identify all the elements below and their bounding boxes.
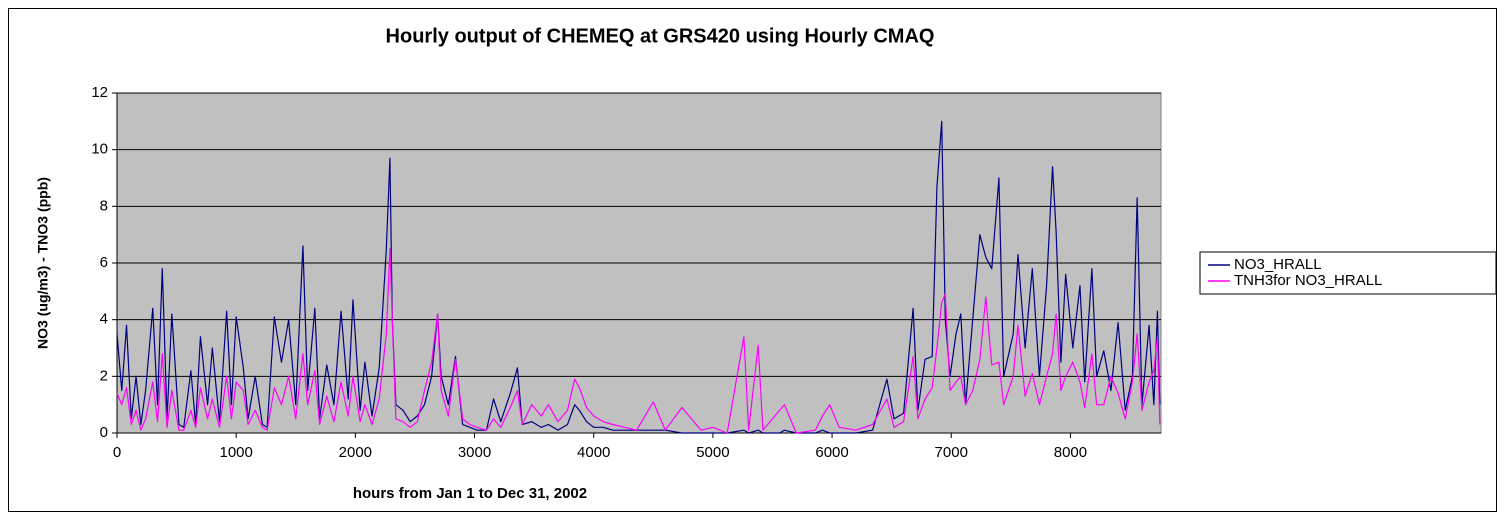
x-tick-label: 4000 [577, 444, 610, 461]
legend-label: TNH3for NO3_HRALL [1234, 272, 1382, 289]
y-tick-label: 2 [100, 367, 108, 384]
x-tick-label: 3000 [458, 444, 491, 461]
legend-label: NO3_HRALL [1234, 256, 1322, 273]
x-tick-label: 1000 [219, 444, 252, 461]
y-tick-label: 12 [91, 84, 108, 101]
y-axis-label: NO3 (ug/m3) - TNO3 (ppb) [35, 177, 51, 349]
chart-title: Hourly output of CHEMEQ at GRS420 using … [386, 25, 935, 47]
x-tick-label: 6000 [815, 444, 848, 461]
x-axis-label: hours from Jan 1 to Dec 31, 2002 [353, 485, 587, 502]
series-line [116, 248, 1161, 434]
y-tick-label: 0 [100, 424, 108, 441]
x-tick-label: 2000 [339, 444, 372, 461]
series-line [116, 120, 1161, 434]
x-tick-label: 8000 [1054, 444, 1087, 461]
x-tick-label: 5000 [696, 444, 729, 461]
y-tick-label: 4 [100, 311, 108, 328]
y-tick-label: 10 [91, 141, 108, 158]
y-tick-label: 6 [100, 254, 108, 271]
legend-box [1199, 251, 1497, 295]
x-tick-label: 7000 [935, 444, 968, 461]
x-tick-label: 0 [113, 444, 121, 461]
y-tick-label: 8 [100, 197, 108, 214]
